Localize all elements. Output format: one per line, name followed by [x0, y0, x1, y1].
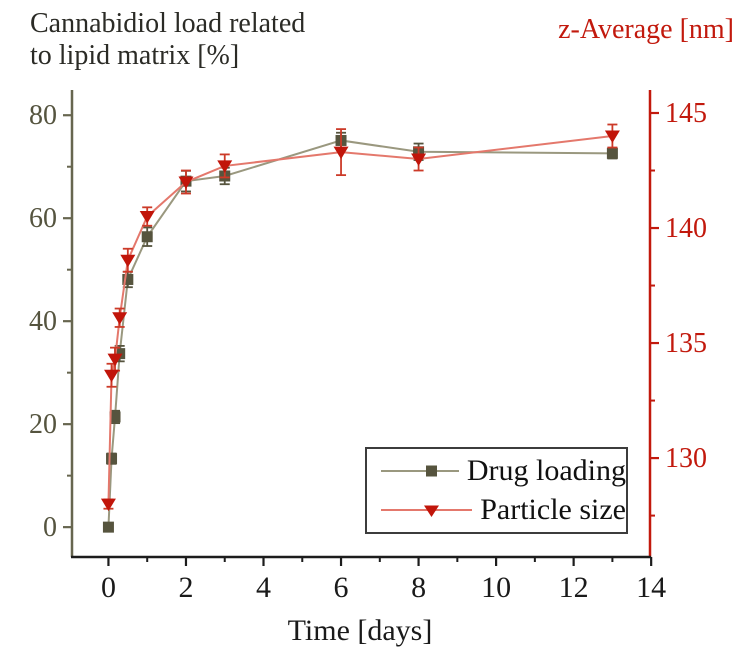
svg-text:8: 8: [411, 571, 426, 604]
drug-loading-marker-icon: [381, 465, 459, 477]
svg-text:130: 130: [665, 443, 707, 474]
svg-text:145: 145: [665, 98, 707, 129]
svg-text:40: 40: [29, 306, 57, 337]
x-axis: 0 2 4 6 8 10 12 14: [71, 555, 666, 604]
svg-text:20: 20: [29, 409, 57, 440]
svg-text:2: 2: [178, 571, 193, 604]
left-axis: 0 20 40 60 80: [29, 90, 74, 557]
svg-text:0: 0: [43, 512, 57, 543]
svg-text:135: 135: [665, 328, 707, 359]
legend-label-drug-loading: Drug loading: [466, 454, 626, 487]
svg-text:10: 10: [481, 571, 511, 604]
right-axis: 130 135 140 145: [648, 90, 707, 557]
right-axis-title: z-Average [nm]: [558, 14, 734, 45]
x-axis-label: Time [days]: [287, 614, 433, 647]
svg-text:60: 60: [29, 203, 57, 234]
legend-row-drug-loading: Drug loading: [367, 454, 626, 488]
legend: Drug loading Particle size: [365, 447, 628, 534]
series-particle-size: [100, 123, 620, 512]
legend-row-particle-size: Particle size: [367, 493, 626, 527]
svg-text:140: 140: [665, 213, 707, 244]
particle-size-marker-icon: [381, 505, 473, 517]
left-axis-title: Cannabidiol load related to lipid matrix…: [30, 8, 306, 72]
svg-text:80: 80: [29, 100, 57, 131]
svg-text:0: 0: [101, 571, 116, 604]
svg-text:14: 14: [636, 571, 666, 604]
legend-label-particle-size: Particle size: [480, 493, 626, 526]
svg-text:6: 6: [334, 571, 349, 604]
svg-text:4: 4: [256, 571, 271, 604]
svg-text:12: 12: [559, 571, 589, 604]
